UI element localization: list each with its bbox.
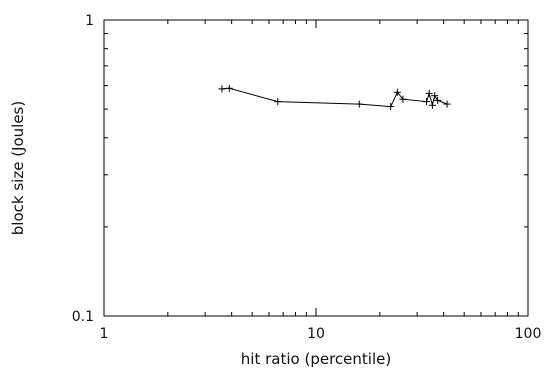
data-point <box>387 103 395 111</box>
data-point <box>431 92 439 100</box>
x-tick-label: 10 <box>307 326 325 342</box>
series-line <box>221 87 448 108</box>
plot-frame <box>103 19 529 317</box>
data-point <box>225 84 233 92</box>
data-point <box>218 85 226 93</box>
data-point <box>274 98 282 106</box>
data-point <box>428 101 436 109</box>
x-tick-label: 100 <box>515 326 542 342</box>
tick-labels: 1 10 100 0.1 1 <box>72 13 542 342</box>
series-markers <box>218 84 451 111</box>
data-point <box>443 100 451 108</box>
data-point <box>425 89 433 97</box>
data-point <box>399 95 407 103</box>
y-tick-label: 0.1 <box>72 309 94 325</box>
data-point <box>355 100 363 108</box>
data-point <box>422 98 430 106</box>
data-point <box>434 96 442 104</box>
tick-marks <box>103 19 529 317</box>
y-axis-title: block size (Joules) <box>9 101 27 235</box>
x-tick-label: 1 <box>100 326 109 342</box>
y-tick-label: 1 <box>85 13 94 29</box>
data-point <box>393 88 401 96</box>
x-axis-title: hit ratio (percentile) <box>241 350 391 368</box>
